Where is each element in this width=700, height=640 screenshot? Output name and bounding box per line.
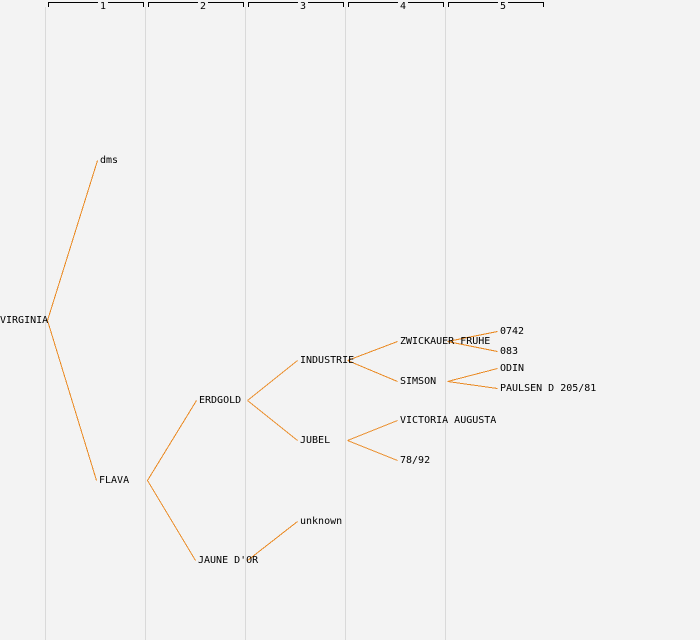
edge-flava-erdgold <box>147 400 197 481</box>
node-victoria-augusta: VICTORIA AUGUSTA <box>400 415 497 426</box>
node-083: 083 <box>500 346 519 357</box>
generation-bracket <box>348 2 444 7</box>
generation-bracket <box>148 2 244 7</box>
edge-flava-jaune-dor <box>147 480 196 561</box>
node-dms: dms <box>100 155 119 166</box>
generation-bracket <box>48 2 144 7</box>
generation-number-1: 1 <box>97 1 109 12</box>
generation-number-2: 2 <box>197 1 209 12</box>
edge-erdgold-jubel <box>247 400 298 441</box>
node-industrie: INDUSTRIE <box>300 355 355 366</box>
node-paulsen-d-205-81: PAULSEN D 205/81 <box>500 383 597 394</box>
edge-industrie-simson <box>347 360 398 382</box>
node-jaune-dor: JAUNE D'OR <box>198 555 259 566</box>
generation-bracket <box>248 2 344 7</box>
node-virginia: VIRGINIA <box>0 315 49 326</box>
edge-zwickauer-fruhe-083 <box>447 341 498 352</box>
generation-number-3: 3 <box>297 1 309 12</box>
generation-bracket <box>448 2 544 7</box>
node-0742: 0742 <box>500 326 525 337</box>
edge-erdgold-industrie <box>247 360 298 401</box>
node-jubel: JUBEL <box>300 435 331 446</box>
node-flava: FLAVA <box>99 475 130 486</box>
edge-industrie-zwickauer-fruhe <box>347 341 398 361</box>
edge-simson-paulsen-d-205-81 <box>447 381 498 389</box>
edge-jaune-dor-unknown <box>247 521 298 561</box>
node-78-92: 78/92 <box>400 455 431 466</box>
edge-virginia-dms <box>47 160 98 321</box>
edge-jubel-78-92 <box>347 440 398 461</box>
edge-virginia-flava <box>47 320 97 481</box>
edge-jubel-victoria-augusta <box>347 420 398 441</box>
node-unknown: unknown <box>300 516 343 527</box>
generation-number-4: 4 <box>397 1 409 12</box>
edge-simson-odin <box>447 368 498 382</box>
node-simson: SIMSON <box>400 376 437 387</box>
node-zwickauer-fruhe: ZWICKAUER FRUHE <box>400 336 491 347</box>
edge-zwickauer-fruhe-0742 <box>447 331 498 342</box>
generation-number-5: 5 <box>497 1 509 12</box>
node-erdgold: ERDGOLD <box>199 395 242 406</box>
node-odin: ODIN <box>500 363 525 374</box>
